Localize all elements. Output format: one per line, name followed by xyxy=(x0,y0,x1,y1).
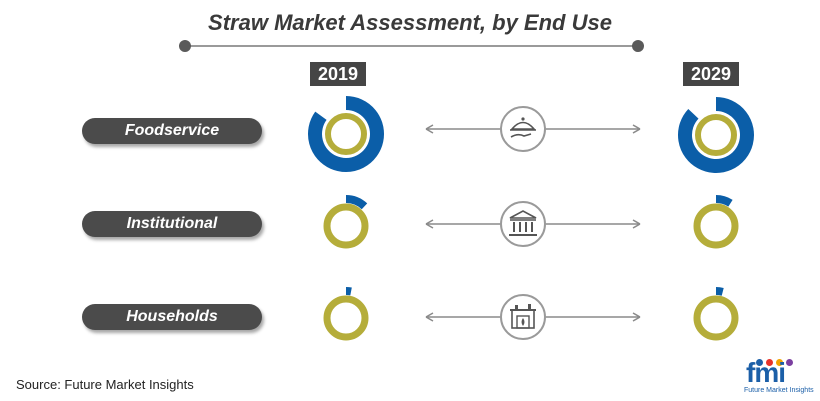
fmi-logo: fmi Future Market Insights xyxy=(744,353,816,397)
logo-dots xyxy=(756,353,796,371)
fireplace-home-icon xyxy=(500,294,546,340)
donut-base-ring xyxy=(325,113,367,155)
donut-institutional-2019 xyxy=(323,195,369,249)
year-badge-2029: 2029 xyxy=(683,62,740,86)
donut-base-ring xyxy=(693,203,739,249)
row-label-institutional: Institutional xyxy=(82,211,262,237)
row-label-foodservice: Foodservice xyxy=(82,118,262,144)
title-rule-left-dot xyxy=(179,40,191,52)
title-rule-right-dot xyxy=(632,40,644,52)
share-arc-foodservice-2019 xyxy=(308,96,384,172)
logo-tagline: Future Market Insights xyxy=(744,387,814,394)
donut-institutional-2029 xyxy=(693,195,739,249)
donut-households-2019 xyxy=(323,287,369,341)
logo-mark: fmi xyxy=(746,357,786,388)
donut-base-ring xyxy=(323,295,369,341)
title-rule xyxy=(185,45,639,47)
donut-base-ring xyxy=(323,203,369,249)
share-arc-foodservice-2029 xyxy=(678,97,754,173)
source-note: Source: Future Market Insights xyxy=(16,377,194,392)
donut-foodservice-2029 xyxy=(678,97,754,173)
donut-base-ring xyxy=(693,295,739,341)
donut-base-ring xyxy=(695,114,737,156)
donut-foodservice-2019 xyxy=(308,96,384,172)
share-arc-institutional-2029 xyxy=(715,195,733,207)
share-arc-households-2029 xyxy=(715,287,724,296)
donut-households-2029 xyxy=(693,287,739,341)
food-cloche-icon xyxy=(500,106,546,152)
institution-building-icon xyxy=(500,201,546,247)
row-label-households: Households xyxy=(82,304,262,330)
chart-title: Straw Market Assessment, by End Use xyxy=(208,10,612,35)
year-badge-2019: 2019 xyxy=(310,62,367,86)
share-arc-institutional-2019 xyxy=(345,195,368,210)
